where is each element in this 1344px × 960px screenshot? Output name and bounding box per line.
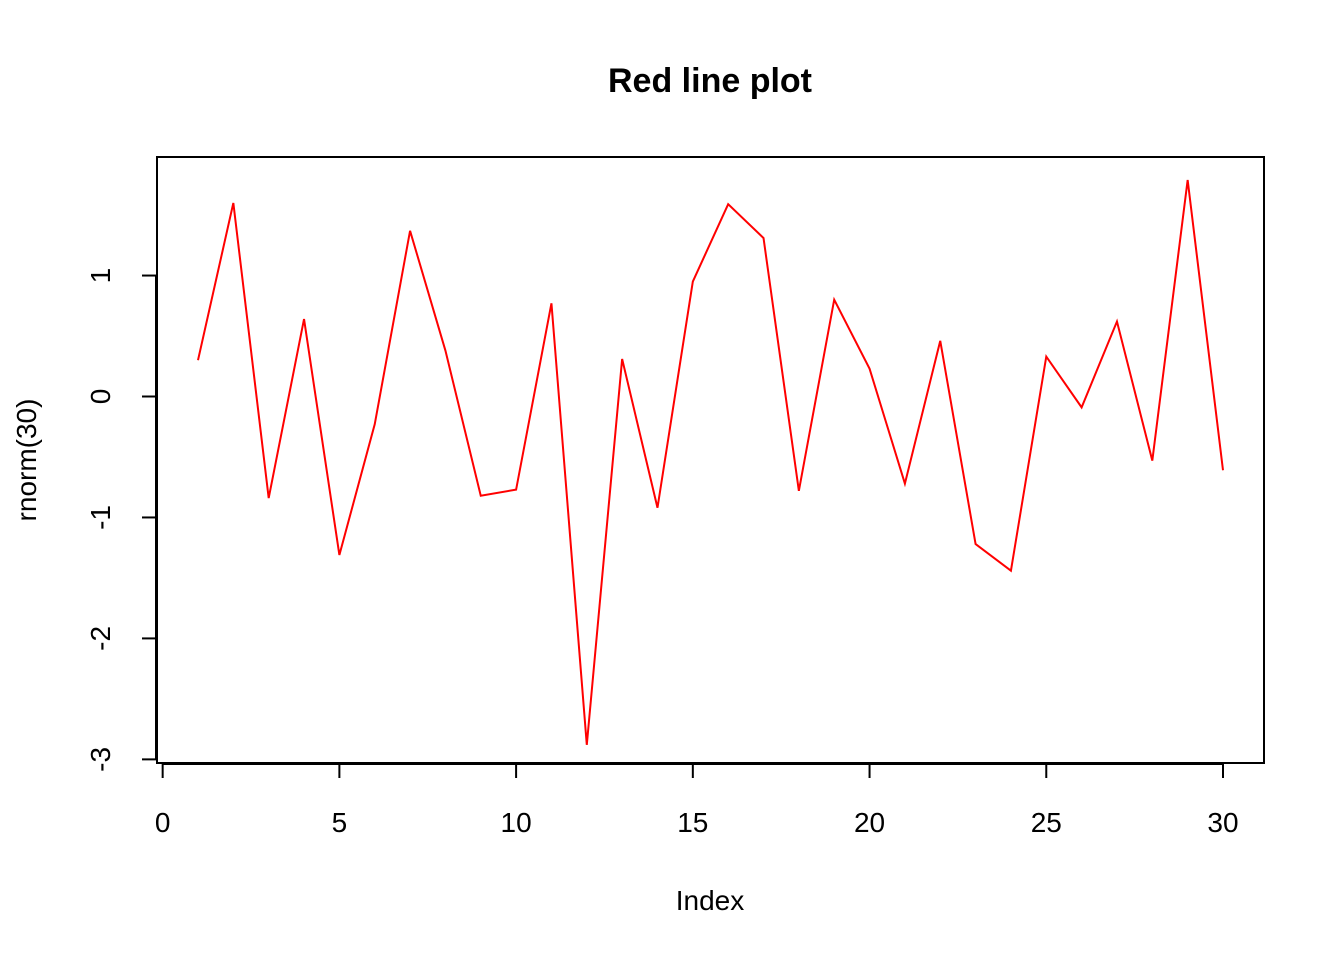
x-tick-label: 5 bbox=[332, 807, 348, 838]
data-points bbox=[197, 179, 1224, 745]
y-tick-label: -1 bbox=[85, 505, 116, 530]
x-axis: 0 5 10 15 20 25 30 bbox=[155, 763, 1239, 838]
x-tick-label: 30 bbox=[1207, 807, 1238, 838]
chart-title: Red line plot bbox=[608, 62, 812, 100]
y-axis-label: rnorm(30) bbox=[11, 399, 42, 522]
y-tick-label: -2 bbox=[85, 626, 116, 651]
y-tick-label: 0 bbox=[85, 389, 116, 405]
x-tick-label: 15 bbox=[677, 807, 708, 838]
x-axis-label: Index bbox=[676, 885, 745, 916]
x-tick-label: 25 bbox=[1031, 807, 1062, 838]
y-tick-label: 1 bbox=[85, 268, 116, 284]
series-line bbox=[197, 179, 1224, 745]
plot-frame bbox=[156, 156, 1265, 764]
y-axis: -3 -2 -1 0 1 bbox=[85, 268, 157, 772]
x-tick-label: 20 bbox=[854, 807, 885, 838]
x-tick-label: 0 bbox=[155, 807, 171, 838]
x-tick-label: 10 bbox=[501, 807, 532, 838]
y-tick-label: -3 bbox=[85, 747, 116, 772]
